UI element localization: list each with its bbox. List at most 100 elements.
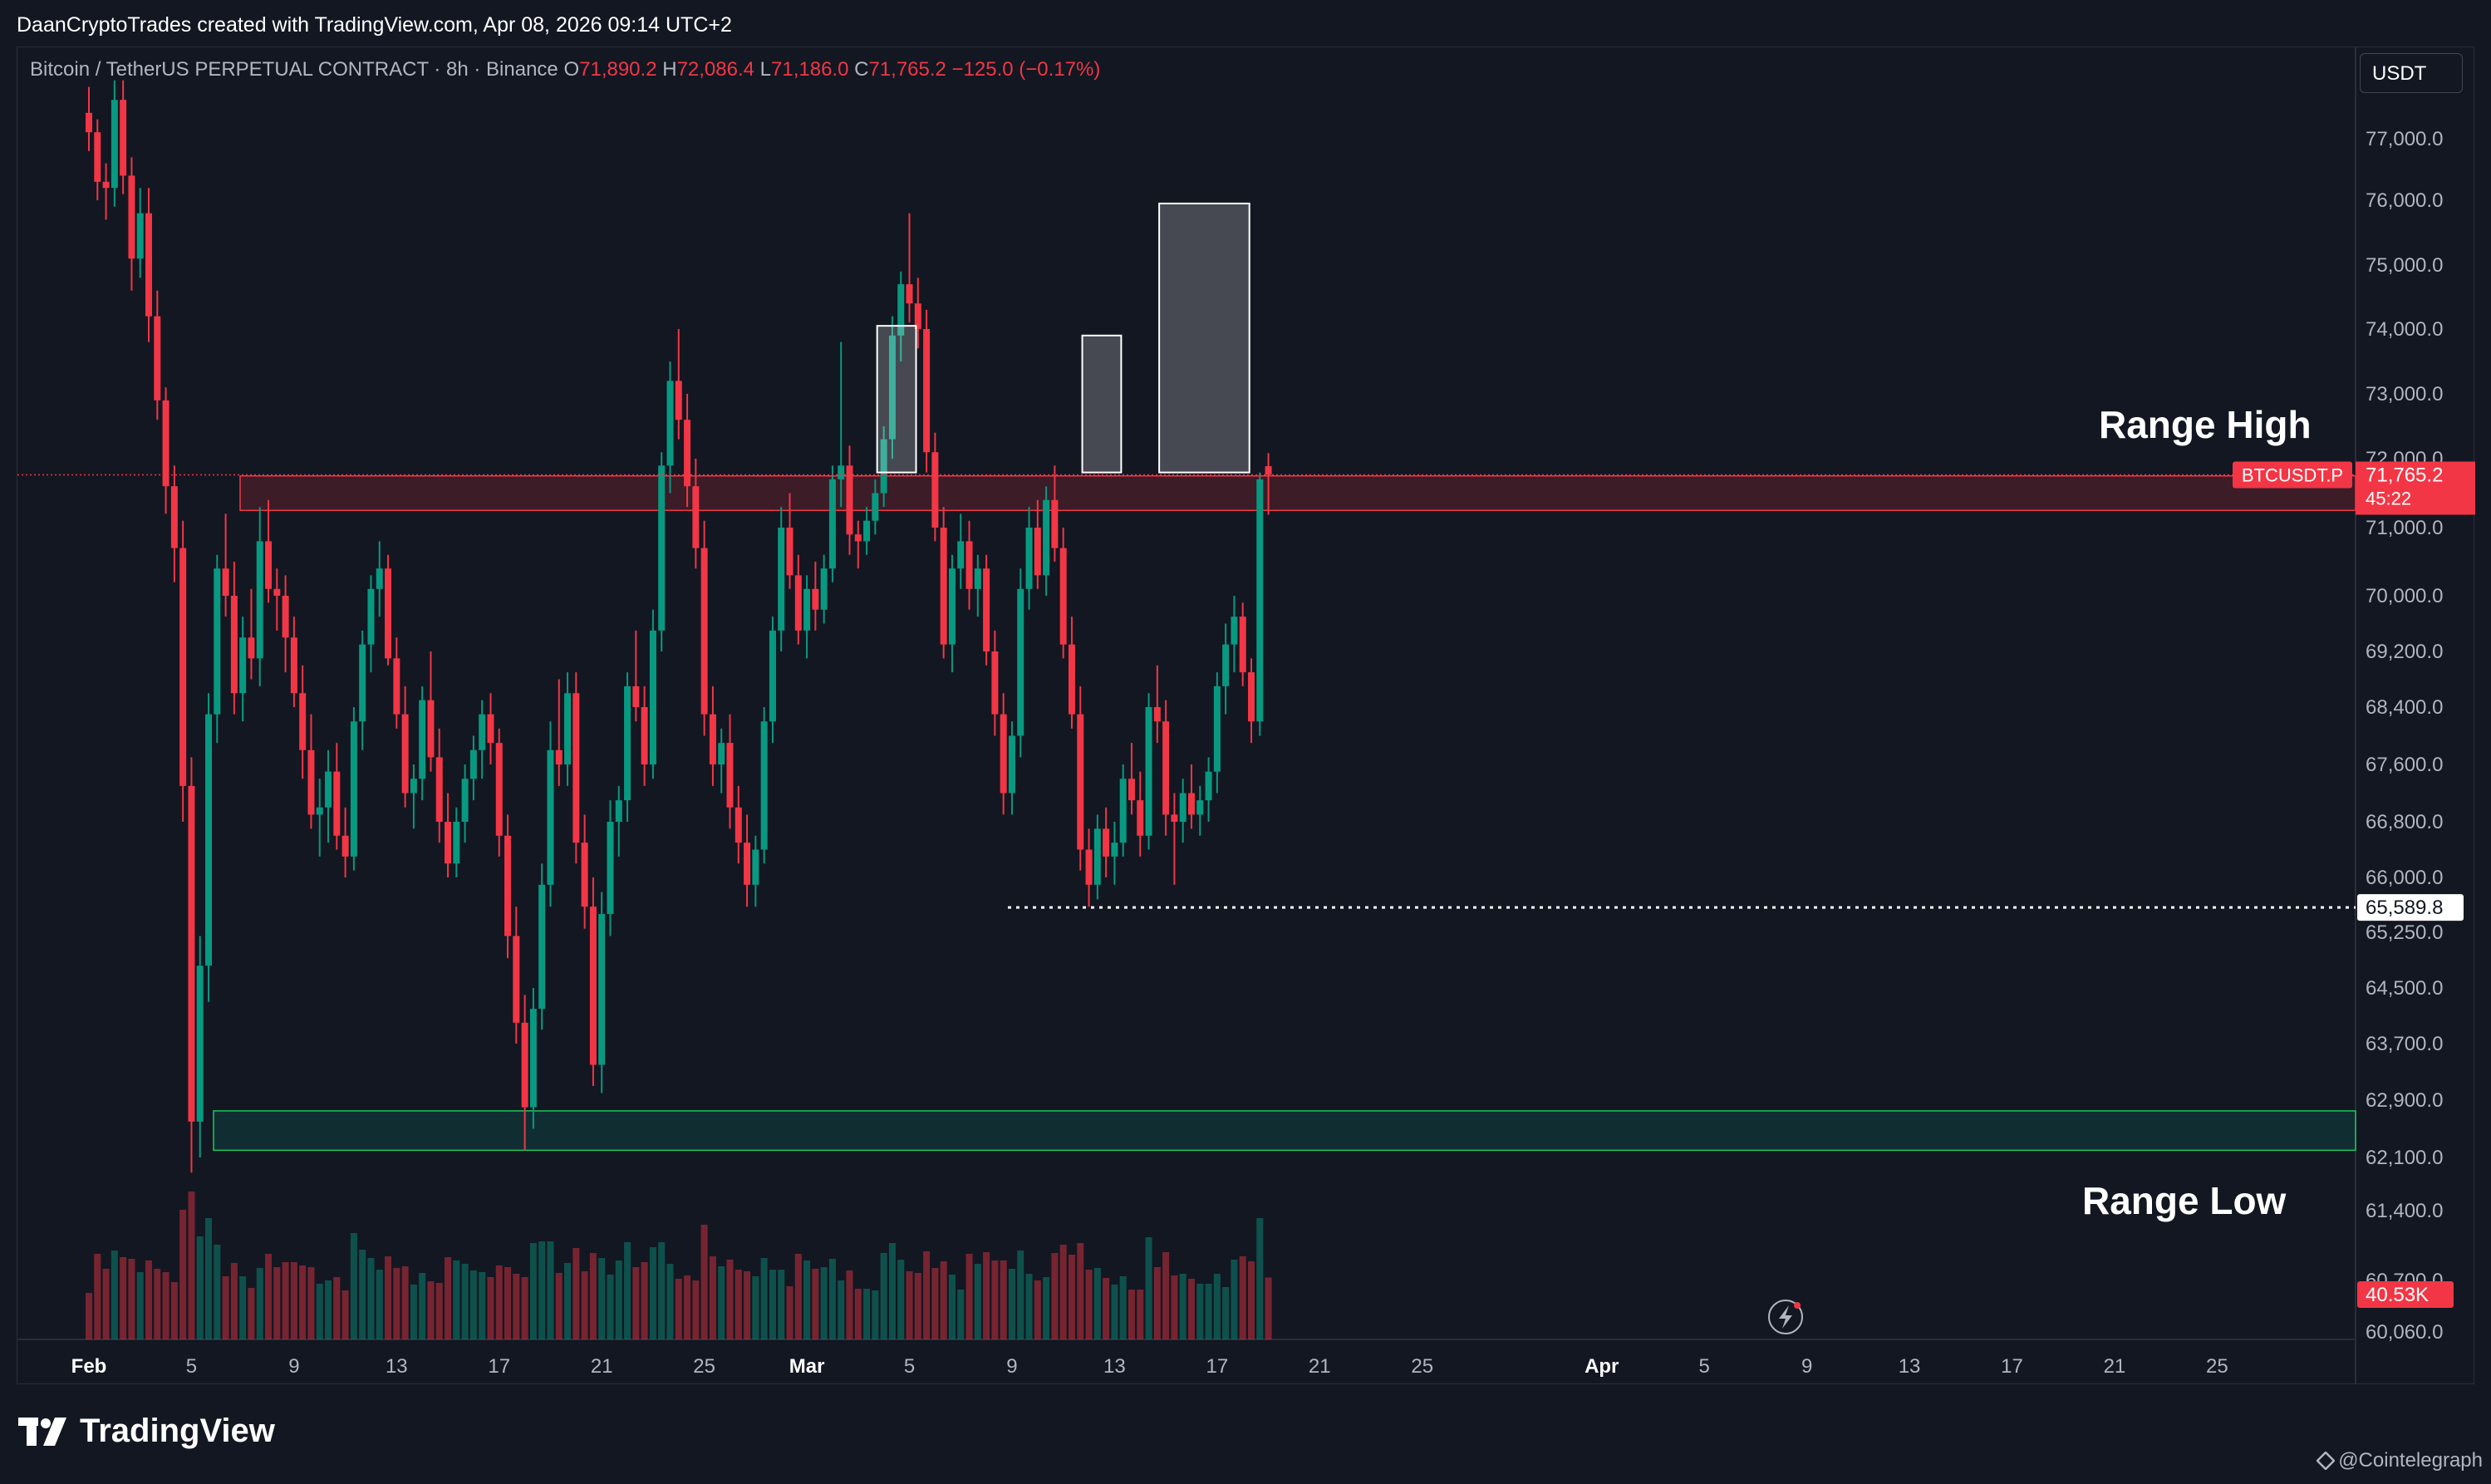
candle-body xyxy=(469,749,477,779)
candle-body xyxy=(769,630,776,722)
volume-bar xyxy=(1000,1260,1007,1339)
symbol-legend: Bitcoin / TetherUS PERPETUAL CONTRACT · … xyxy=(30,58,1100,81)
volume-bar xyxy=(675,1279,682,1339)
candle-body xyxy=(1051,499,1059,548)
candle-body xyxy=(256,541,263,659)
candle-body xyxy=(393,658,400,715)
volume-bar xyxy=(1111,1285,1118,1339)
volume-bar xyxy=(102,1269,110,1339)
candle-body xyxy=(179,548,187,786)
volume-bar xyxy=(170,1282,178,1339)
y-tick-label: 77,000.0 xyxy=(2366,128,2443,150)
volume-bar xyxy=(965,1254,973,1339)
candle-body xyxy=(718,743,725,764)
marked-level-badge-bg xyxy=(2357,894,2464,921)
volume-bar xyxy=(538,1241,546,1339)
volume-bar xyxy=(1205,1284,1212,1339)
tradingview-logo-icon xyxy=(18,1417,66,1446)
volume-bar xyxy=(820,1267,828,1339)
price-chart[interactable]: 77,000.0 76,000.0 75,000.0 74,000.0 73,000.0… xyxy=(17,47,2475,1385)
volume-bar xyxy=(120,1257,127,1339)
y-axis-ticks: 77,000.0 76,000.0 75,000.0 74,000.0 73,000.0… xyxy=(2366,128,2443,1344)
candle-body xyxy=(965,541,973,589)
candle-body xyxy=(735,807,742,843)
candle-body xyxy=(846,465,853,535)
candle-body xyxy=(487,714,494,744)
volume-bar xyxy=(299,1265,307,1339)
candle-body xyxy=(1025,528,1033,589)
candle-body xyxy=(1059,548,1067,645)
x-tick-label: 21 xyxy=(591,1355,613,1378)
candle-body xyxy=(376,568,383,589)
y-tick-label: 66,800.0 xyxy=(2366,811,2443,833)
volume-bar xyxy=(469,1270,477,1339)
marked-level-badge: 65,589.8 xyxy=(2366,897,2443,919)
candle-body xyxy=(529,1009,537,1108)
volume-bar xyxy=(256,1268,263,1339)
candle-body xyxy=(1162,721,1170,815)
candle-body xyxy=(230,596,238,694)
volume-bar xyxy=(410,1285,417,1339)
volume-bar xyxy=(1196,1284,1204,1339)
candle-body xyxy=(675,381,682,420)
lightning-icon-dot xyxy=(1794,1302,1801,1309)
x-tick-label: 9 xyxy=(1006,1355,1017,1378)
volume-bar xyxy=(1025,1274,1033,1339)
volume-bar xyxy=(214,1245,221,1339)
volume-bar xyxy=(1051,1253,1059,1339)
candle-body xyxy=(282,596,289,638)
candle-body xyxy=(897,284,905,336)
candle-body xyxy=(615,800,622,822)
volume-bar xyxy=(282,1262,289,1339)
candle-body xyxy=(385,568,392,659)
volume-bar xyxy=(957,1290,965,1339)
volume-bar xyxy=(888,1243,896,1339)
candle-body xyxy=(495,743,503,836)
range-low-annotation: Range Low xyxy=(2082,1179,2287,1222)
volume-bar xyxy=(230,1263,238,1339)
volume-bar xyxy=(794,1254,802,1339)
candle-body xyxy=(991,651,999,715)
candle-body xyxy=(521,1022,528,1108)
volume-bar xyxy=(1247,1261,1255,1339)
candle-body xyxy=(333,771,341,836)
candle-body xyxy=(931,452,939,528)
highlight-box xyxy=(1158,202,1250,474)
close-value: 71,765.2 xyxy=(868,58,946,81)
volume-bar xyxy=(940,1261,947,1339)
volume-bar xyxy=(453,1260,460,1339)
volume-bar xyxy=(700,1225,708,1339)
candle-body xyxy=(1000,714,1007,794)
candle-body xyxy=(341,835,349,857)
volume-bar xyxy=(897,1260,905,1339)
candle-body xyxy=(1179,793,1187,822)
candle-body xyxy=(239,637,247,694)
currency-button[interactable]: USDT xyxy=(2360,53,2463,93)
candle-body xyxy=(410,779,417,794)
candle-body xyxy=(1187,793,1195,815)
price-badge-bg xyxy=(2356,461,2475,515)
open-label: O xyxy=(563,58,580,81)
tradingview-logo[interactable]: TradingView xyxy=(18,1413,275,1450)
volume-bar xyxy=(1137,1290,1144,1339)
candle-body xyxy=(248,637,255,659)
y-tick-label: 68,400.0 xyxy=(2366,696,2443,719)
volume-badge-bg xyxy=(2357,1281,2454,1308)
volume-bar xyxy=(179,1210,187,1339)
volume-bar xyxy=(316,1284,323,1339)
volume-bar xyxy=(726,1260,734,1339)
volume-bar xyxy=(744,1271,751,1339)
tradingview-brand-text: TradingView xyxy=(80,1413,275,1449)
y-tick-label: 73,000.0 xyxy=(2366,383,2443,405)
volume-bar xyxy=(136,1272,144,1339)
volume-bar xyxy=(812,1269,819,1339)
candle-body xyxy=(1153,707,1161,722)
candle-body xyxy=(136,213,144,259)
chart-header: DaanCryptoTrades created with TradingVie… xyxy=(0,0,2491,47)
volume-bar xyxy=(547,1241,554,1339)
candle-body xyxy=(752,849,759,885)
volume-bar xyxy=(196,1236,204,1339)
volume-bar xyxy=(709,1256,716,1339)
y-tick-label: 66,000.0 xyxy=(2366,867,2443,889)
chart-frame[interactable]: 77,000.0 76,000.0 75,000.0 74,000.0 73,000.0… xyxy=(17,47,2475,1385)
